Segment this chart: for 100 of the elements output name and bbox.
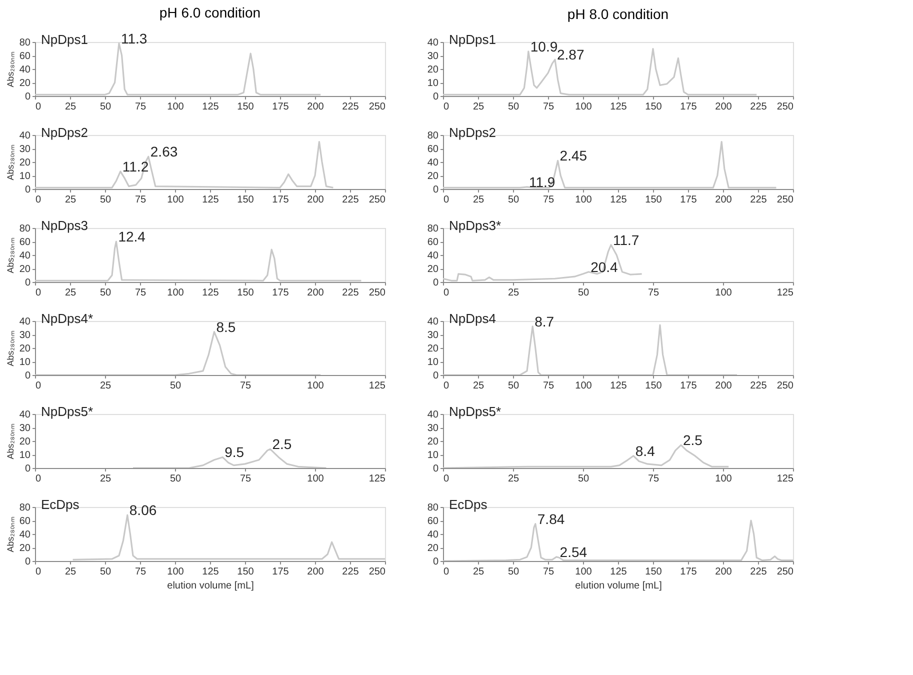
x-tick-label: 25 [472, 380, 484, 392]
x-tick-label: 125 [368, 474, 386, 484]
x-tick-label: 75 [648, 474, 660, 484]
y-tick-label: 20 [19, 78, 31, 89]
chart-title: pH 8.0 condition [567, 6, 669, 22]
y-tick-label: 40 [427, 158, 439, 168]
x-tick-label: 250 [776, 102, 794, 112]
x-tick-label: 0 [444, 288, 450, 298]
annotation: NpDps1 [41, 32, 88, 47]
x-tick-label: 50 [578, 474, 590, 484]
x-tick-label: 250 [776, 194, 794, 206]
x-tick-label: 150 [645, 102, 662, 112]
x-tick-label: 50 [100, 194, 112, 206]
annotation: 11.7 [613, 232, 640, 248]
annotation: NpDps2 [449, 125, 496, 140]
x-tick-label: 50 [508, 380, 520, 392]
annotation: 12.4 [118, 228, 146, 244]
annotation: 2.87 [557, 46, 584, 63]
x-tick-label: 0 [444, 474, 450, 484]
x-tick-label: 250 [776, 380, 794, 392]
y-axis-title: Abs₂₈₀ₙₘ [5, 424, 16, 460]
x-tick-label: 0 [36, 194, 42, 206]
annotation: 9.5 [224, 444, 244, 460]
x-tick-label: 125 [202, 102, 220, 112]
y-axis-title: Abs₂₈₀ₙₘ [5, 52, 16, 88]
x-tick-label: 175 [272, 194, 290, 206]
x-tick-label: 25 [64, 288, 76, 298]
y-tick-label: 10 [19, 450, 31, 461]
line-series [35, 140, 334, 188]
y-tick-label: 60 [427, 144, 439, 155]
annotation: EcDps [449, 497, 488, 512]
y-tick-label: 40 [427, 316, 439, 328]
annotation: 2.5 [272, 436, 292, 452]
annotation: 2.54 [560, 544, 588, 560]
annotation: NpDps4 [449, 311, 496, 326]
annotation: NpDps3 [41, 218, 88, 233]
x-tick-label: 150 [645, 566, 662, 578]
y-tick-label: 10 [427, 78, 439, 89]
x-tick-label: 75 [240, 474, 252, 484]
y-tick-label: 60 [19, 237, 31, 248]
annotation: 8.7 [534, 313, 554, 330]
x-tick-label: 150 [645, 380, 662, 392]
x-axis-title: elution volume [mL] [167, 580, 254, 592]
annotation: NpDps4* [41, 311, 94, 326]
x-tick-label: 75 [648, 288, 660, 298]
y-tick-label: 30 [427, 51, 439, 62]
x-tick-label: 25 [472, 566, 484, 578]
annotation: 11.9 [529, 174, 556, 190]
y-tick-label: 40 [427, 410, 439, 420]
y-tick-label: 20 [19, 436, 31, 448]
x-tick-label: 0 [36, 380, 42, 392]
x-tick-label: 100 [307, 380, 324, 392]
x-tick-label: 50 [508, 102, 520, 112]
x-tick-label: 50 [508, 194, 520, 206]
y-tick-label: 60 [427, 237, 439, 248]
y-tick-label: 40 [427, 530, 439, 540]
x-tick-label: 100 [575, 566, 592, 578]
line-series [72, 514, 385, 560]
y-tick-label: 40 [19, 250, 31, 262]
y-tick-label: 20 [427, 543, 439, 554]
y-tick-label: 20 [19, 264, 31, 275]
x-tick-label: 225 [342, 102, 360, 112]
x-tick-label: 100 [167, 288, 184, 298]
y-tick-label: 40 [427, 250, 439, 262]
x-tick-label: 200 [307, 194, 324, 206]
annotation: 8.06 [129, 502, 157, 518]
x-tick-label: 250 [368, 102, 386, 112]
y-tick-label: 20 [427, 264, 439, 275]
x-tick-label: 100 [167, 566, 184, 578]
x-tick-label: 125 [610, 380, 628, 392]
line-series [132, 448, 327, 468]
y-tick-label: 80 [19, 502, 31, 514]
y-tick-label: 30 [19, 144, 31, 155]
y-tick-label: 10 [19, 171, 31, 182]
x-tick-label: 125 [776, 288, 794, 298]
y-tick-label: 10 [427, 357, 439, 368]
x-tick-label: 200 [307, 102, 324, 112]
annotation: 2.45 [560, 148, 588, 164]
x-tick-label: 200 [307, 288, 324, 298]
x-tick-label: 25 [472, 194, 484, 206]
x-tick-label: 150 [237, 566, 254, 578]
x-tick-label: 25 [472, 102, 484, 112]
x-tick-label: 25 [508, 288, 520, 298]
y-tick-label: 40 [19, 410, 31, 420]
x-tick-label: 100 [715, 288, 732, 298]
x-tick-label: 225 [750, 102, 768, 112]
x-tick-label: 200 [715, 380, 732, 392]
y-tick-label: 20 [427, 436, 439, 448]
x-tick-label: 0 [36, 566, 42, 578]
x-tick-label: 50 [170, 474, 182, 484]
x-tick-label: 25 [508, 474, 520, 484]
x-tick-label: 50 [170, 380, 182, 392]
x-tick-label: 150 [237, 288, 254, 298]
x-tick-label: 0 [36, 102, 42, 112]
x-tick-label: 0 [444, 566, 450, 578]
y-tick-label: 20 [19, 543, 31, 554]
y-tick-label: 80 [427, 224, 439, 234]
x-tick-label: 125 [202, 566, 220, 578]
annotation: 7.84 [537, 510, 565, 527]
y-tick-label: 0 [24, 556, 31, 568]
